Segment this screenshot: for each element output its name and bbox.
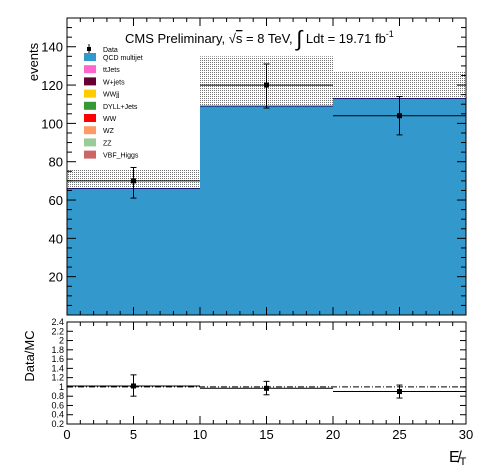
ratio-points bbox=[67, 374, 466, 399]
main-y-tick-label-2: 60 bbox=[49, 193, 63, 208]
stacked-bars bbox=[67, 97, 466, 315]
legend-label-2: W+jets bbox=[103, 79, 125, 86]
ratio-y-tick-label-1: 0.4 bbox=[51, 410, 64, 420]
ratio-y-tick-label-0: 0.2 bbox=[51, 419, 64, 429]
legend-swatch-0 bbox=[84, 53, 96, 61]
ratio-y-tick-label-11: 2.4 bbox=[51, 317, 64, 327]
legend-label-data: Data bbox=[103, 47, 118, 54]
ratio-y-tick-label-9: 2 bbox=[59, 336, 64, 346]
legend-label-8: VBF_Higgs bbox=[103, 153, 139, 160]
main-y-tick-label-6: 140 bbox=[41, 40, 63, 55]
x-axis-label: E̸T bbox=[449, 449, 467, 468]
legend-swatch-4 bbox=[84, 101, 96, 110]
legend-label-6: WZ bbox=[103, 128, 115, 135]
data-point-1 bbox=[264, 82, 269, 88]
title-lumi: Ldt = 19.71 fb bbox=[302, 31, 385, 46]
ratio-plot-panel: 0.20.40.60.811.21.41.61.822.22.4 0 5 10 15 2… bbox=[22, 317, 473, 442]
data-point-2 bbox=[397, 113, 402, 119]
legend-label-0: QCD multijet bbox=[103, 55, 143, 62]
ratio-y-tick-label-10: 2.2 bbox=[51, 326, 64, 336]
ratio-y-tick-label-8: 1.8 bbox=[51, 345, 64, 355]
legend-swatch-3 bbox=[84, 89, 96, 98]
ratio-x-ticks: 0 5 10 15 20 25 30 bbox=[63, 322, 473, 442]
legend-data-marker bbox=[87, 47, 91, 51]
legend-swatch-7 bbox=[84, 138, 96, 147]
main-plot-panel: 20 40 60 80 100 120 140 events CMS Preliminary… bbox=[26, 17, 467, 316]
chart-title: CMS Preliminary, √s = 8 TeV, ∫ Ldt = 19.… bbox=[125, 26, 394, 51]
ratio-y-tick-label-3: 0.8 bbox=[51, 391, 64, 401]
legend-label-4: DYLL+Jets bbox=[103, 104, 138, 111]
title-integral: ∫ bbox=[294, 26, 304, 51]
title-prefix: CMS Preliminary, bbox=[125, 31, 229, 46]
legend-label-5: WW bbox=[103, 116, 117, 123]
legend-swatch-2 bbox=[84, 77, 96, 86]
legend-label-7: ZZ bbox=[103, 140, 112, 147]
legend-label-1: ttJets bbox=[103, 67, 120, 74]
x-tick-label-6: 30 bbox=[459, 427, 473, 442]
ratio-y-tick-label-7: 1.6 bbox=[51, 354, 64, 364]
main-y-tick-label-5: 120 bbox=[41, 78, 63, 93]
legend-swatch-1 bbox=[84, 65, 96, 74]
bar-0-1 bbox=[200, 106, 333, 315]
x-tick-label-0: 0 bbox=[63, 427, 70, 442]
title-lumi-exponent: -1 bbox=[386, 29, 394, 39]
legend-swatch-6 bbox=[84, 126, 96, 135]
ratio-point-2 bbox=[397, 389, 402, 395]
main-y-tick-label-0: 20 bbox=[49, 270, 63, 285]
ratio-y-tick-label-6: 1.4 bbox=[51, 363, 64, 373]
main-y-tick-label-3: 80 bbox=[49, 155, 63, 170]
main-x-ticks bbox=[66, 18, 467, 315]
ratio-plot-area bbox=[67, 322, 466, 424]
main-y-tick-label-1: 40 bbox=[49, 231, 63, 246]
legend-label-3: WWjj bbox=[103, 92, 120, 99]
ratio-y-tick-label-4: 1 bbox=[59, 382, 64, 392]
main-y-axis-label: events bbox=[26, 42, 41, 81]
x-tick-label-4: 20 bbox=[326, 427, 340, 442]
data-point-0 bbox=[131, 178, 136, 184]
title-sqrt-arg: s bbox=[236, 31, 243, 46]
x-axis-label-main: E̸ bbox=[449, 449, 463, 466]
x-tick-label-2: 10 bbox=[193, 427, 207, 442]
ratio-y-ticks: 0.20.40.60.811.21.41.61.822.22.4 bbox=[51, 317, 466, 429]
ratio-point-0 bbox=[131, 383, 136, 389]
title-sqrt-symbol: √ bbox=[229, 31, 237, 46]
main-y-ticks: 20 40 60 80 100 120 140 bbox=[41, 17, 466, 306]
ratio-y-axis-label: Data/MC bbox=[22, 330, 37, 381]
x-tick-label-5: 25 bbox=[392, 427, 406, 442]
ratio-point-1 bbox=[264, 385, 269, 391]
main-y-tick-label-4: 100 bbox=[41, 116, 63, 131]
x-tick-label-3: 15 bbox=[259, 427, 273, 442]
title-energy: = 8 TeV, bbox=[242, 31, 296, 46]
data-points bbox=[67, 63, 466, 199]
x-tick-label-1: 5 bbox=[130, 427, 137, 442]
x-axis-label-sub: T bbox=[460, 456, 467, 468]
legend-swatch-8 bbox=[84, 150, 96, 159]
ratio-y-tick-label-2: 0.6 bbox=[51, 400, 64, 410]
ratio-y-tick-label-5: 1.2 bbox=[51, 373, 64, 383]
bar-0-0 bbox=[67, 188, 200, 315]
legend-swatch-5 bbox=[84, 114, 96, 122]
